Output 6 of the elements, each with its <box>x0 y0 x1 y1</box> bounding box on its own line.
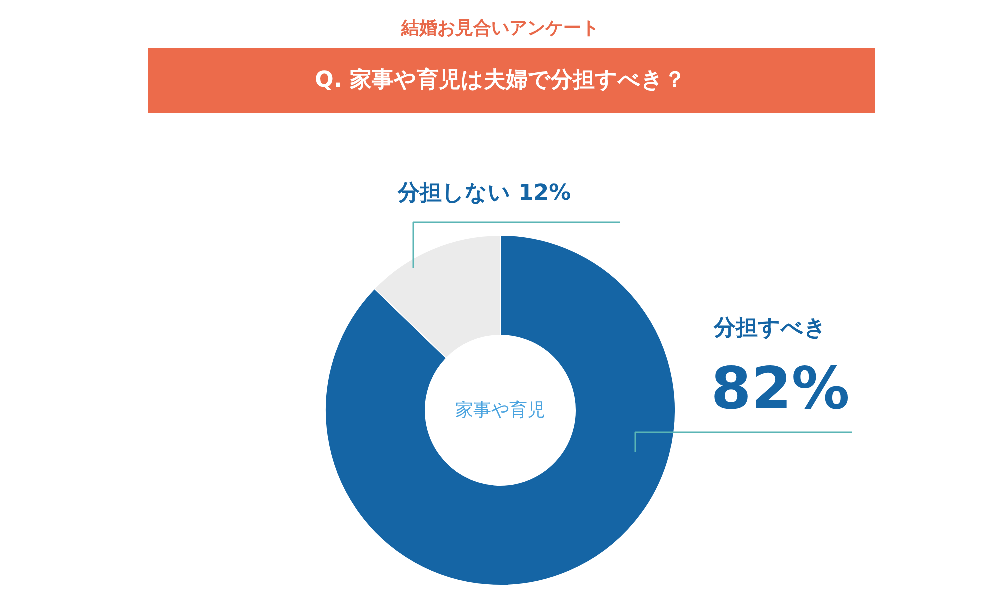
data-label: 82% <box>711 354 850 422</box>
chart-title: 結婚お見合いアンケート <box>400 18 600 39</box>
slice-label: 分担しない 12% <box>396 181 572 206</box>
text: 家事や育児 <box>456 400 546 421</box>
chart-subtitle: Q. 家事や育児は夫婦で分担すべき？ <box>315 67 686 93</box>
slice-label: 分担すべき <box>713 316 827 341</box>
